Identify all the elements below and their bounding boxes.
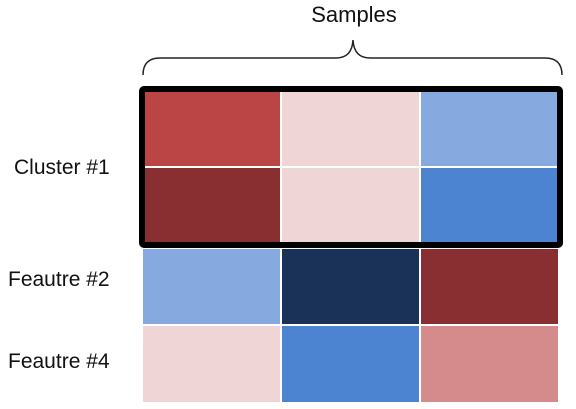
heatmap-cell-r3-c1 <box>143 249 280 324</box>
heatmap-cell-r4-c3 <box>421 326 558 402</box>
heatmap-cell-r2-c1 <box>143 168 280 244</box>
heatmap-cell-r2-c3 <box>421 168 558 244</box>
row-label-feature-2: Feautre #2 <box>8 268 110 291</box>
row-label-feature-4: Feautre #4 <box>8 350 110 373</box>
heatmap-cell-r1-c3 <box>421 91 558 166</box>
heatmap-cell-r3-c2 <box>282 249 419 324</box>
samples-title: Samples <box>311 2 397 27</box>
heatmap-cell-r4-c1 <box>143 326 280 402</box>
heatmap-cell-r1-c2 <box>282 91 419 166</box>
heatmap-cell-r4-c2 <box>282 326 419 402</box>
heatmap-cell-r2-c2 <box>282 168 419 244</box>
heatmap-cell-r1-c1 <box>143 91 280 166</box>
heatmap-cell-r3-c3 <box>421 249 558 324</box>
row-label-cluster-1: Cluster #1 <box>14 156 110 179</box>
